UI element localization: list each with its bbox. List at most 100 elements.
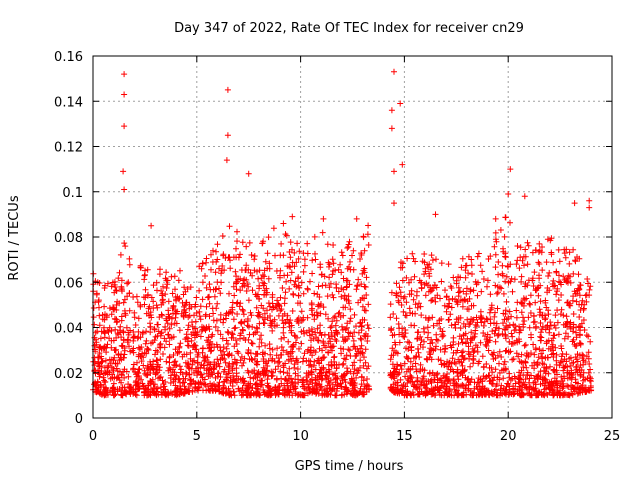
data-point xyxy=(453,349,460,356)
data-point xyxy=(176,349,182,356)
data-point xyxy=(422,292,429,299)
data-point xyxy=(336,309,343,316)
data-point xyxy=(460,348,466,355)
data-point xyxy=(187,380,194,387)
data-point xyxy=(287,254,294,261)
data-point xyxy=(465,270,472,277)
data-point xyxy=(315,283,322,290)
data-point xyxy=(502,331,509,338)
data-point xyxy=(541,375,548,382)
data-point xyxy=(263,285,270,292)
data-point xyxy=(459,372,466,379)
data-point xyxy=(530,319,537,326)
data-point xyxy=(234,238,240,245)
data-point xyxy=(292,370,299,377)
data-point xyxy=(244,281,251,287)
data-point xyxy=(467,339,474,346)
data-point xyxy=(280,320,287,327)
data-point xyxy=(265,300,272,307)
data-point xyxy=(122,310,129,317)
data-point xyxy=(492,229,499,236)
data-point xyxy=(412,360,419,367)
data-point xyxy=(587,283,594,290)
data-point xyxy=(477,262,484,269)
data-point xyxy=(125,279,132,286)
data-point xyxy=(130,361,137,368)
data-point xyxy=(166,314,173,321)
data-point xyxy=(570,321,577,328)
data-point xyxy=(312,376,319,383)
data-point xyxy=(313,334,320,341)
data-point xyxy=(489,328,496,335)
data-point xyxy=(304,240,311,247)
data-point xyxy=(215,370,222,377)
data-point xyxy=(563,246,570,253)
data-point xyxy=(236,303,243,310)
data-point xyxy=(135,315,142,322)
data-point xyxy=(464,306,471,312)
data-point xyxy=(390,311,397,317)
data-point xyxy=(315,355,322,362)
data-point xyxy=(573,334,580,341)
data-point xyxy=(330,260,337,267)
data-point xyxy=(217,347,224,354)
data-point xyxy=(425,264,432,271)
data-point xyxy=(295,320,302,326)
data-point xyxy=(491,313,498,320)
data-point xyxy=(320,304,327,311)
data-point xyxy=(558,373,565,380)
data-point xyxy=(335,266,342,273)
data-point xyxy=(163,338,170,345)
data-point xyxy=(312,256,319,263)
data-point xyxy=(220,252,227,259)
data-point xyxy=(357,256,363,262)
data-point xyxy=(522,283,529,290)
data-point xyxy=(213,248,219,255)
data-point xyxy=(462,323,469,330)
data-point xyxy=(199,349,206,356)
y-tick-label: 0.08 xyxy=(54,231,83,246)
data-point xyxy=(341,391,348,398)
data-point xyxy=(304,250,311,257)
data-point xyxy=(555,297,562,304)
data-point xyxy=(531,387,538,394)
data-point xyxy=(238,318,245,325)
data-point xyxy=(529,277,536,284)
data-point xyxy=(319,229,326,236)
data-point xyxy=(464,335,471,342)
data-point xyxy=(537,337,544,344)
data-point xyxy=(147,329,154,336)
data-point xyxy=(109,279,116,286)
data-point xyxy=(277,267,284,274)
data-point xyxy=(104,327,111,334)
data-point xyxy=(310,347,317,354)
data-point xyxy=(94,328,101,335)
data-point xyxy=(151,381,158,388)
data-point xyxy=(308,300,315,307)
data-point xyxy=(281,300,288,307)
data-point xyxy=(511,276,518,283)
data-point xyxy=(244,385,251,392)
data-point xyxy=(550,332,557,339)
data-point xyxy=(108,327,115,334)
data-point xyxy=(567,374,574,381)
data-point xyxy=(165,331,172,338)
y-tick-label: 0.02 xyxy=(54,367,83,382)
data-point xyxy=(531,351,538,358)
data-point xyxy=(514,257,521,264)
data-point xyxy=(523,364,530,371)
data-point xyxy=(545,354,551,361)
data-point xyxy=(282,231,289,238)
data-point xyxy=(258,302,265,309)
data-point xyxy=(233,337,239,344)
data-point xyxy=(197,303,204,310)
data-point xyxy=(482,333,488,340)
data-point xyxy=(249,324,256,330)
outlier-point xyxy=(148,222,155,229)
data-point xyxy=(229,365,236,372)
data-point xyxy=(238,387,245,394)
data-point xyxy=(547,322,554,329)
data-point xyxy=(456,333,463,340)
data-point xyxy=(295,255,302,262)
data-point xyxy=(574,358,581,365)
